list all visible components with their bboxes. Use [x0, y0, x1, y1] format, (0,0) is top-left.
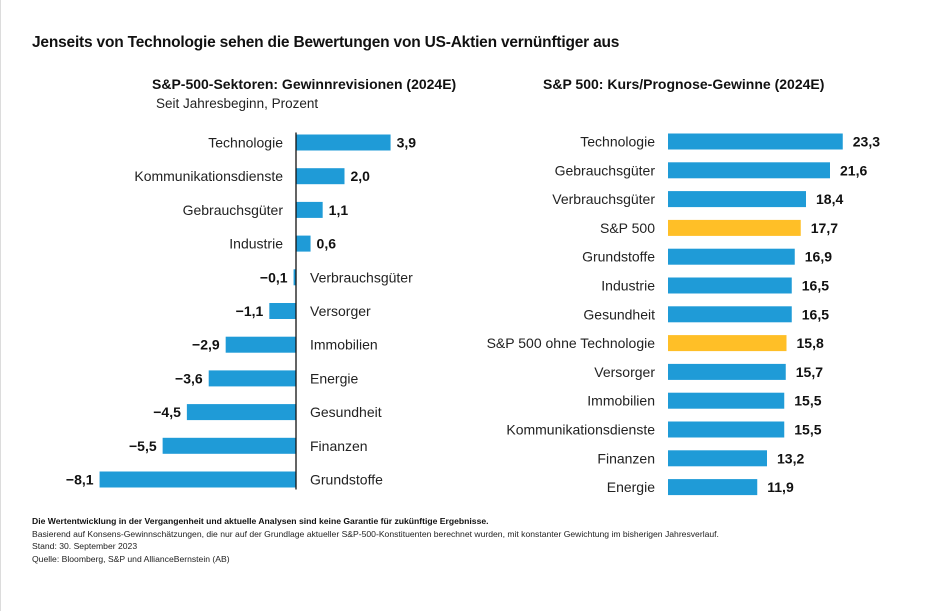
bar-versorger: [269, 303, 296, 319]
category-label-grundstoffe: Grundstoffe: [310, 472, 383, 488]
value-label-verbrauchsgüter: −0,1: [260, 269, 288, 285]
value-label-sandp-500-ohne-technologie: 15,8: [797, 335, 824, 351]
bar-industrie: [296, 235, 311, 252]
value-label-gebrauchsgüter: 21,6: [840, 162, 867, 178]
category-label-industrie: Industrie: [229, 236, 283, 252]
category-label-immobilien: Immobilien: [310, 337, 378, 353]
category-label-gesundheit: Gesundheit: [310, 404, 382, 420]
value-label-finanzen: −5,5: [129, 438, 157, 454]
value-label-energie: 11,9: [767, 479, 794, 495]
category-label-immobilien: Immobilien: [587, 393, 655, 409]
category-label-energie: Energie: [310, 370, 358, 386]
value-label-energie: −3,6: [175, 370, 203, 386]
bar-sandp-500-ohne-technologie: [668, 335, 787, 352]
category-label-energie: Energie: [607, 479, 655, 495]
bar-versorger: [668, 363, 786, 380]
category-label-gesundheit: Gesundheit: [583, 306, 655, 322]
bar-energie: [208, 370, 296, 387]
bar-kommunikationsdienste: [296, 168, 345, 185]
bar-gesundheit: [668, 306, 792, 323]
footnote-date: Stand: 30. September 2023: [32, 541, 138, 552]
bar-verbrauchsgüter: [668, 191, 806, 208]
bar-grundstoffe: [99, 471, 296, 488]
category-label-kommunikationsdienste: Kommunikationsdienste: [506, 422, 655, 438]
bar-sandp-500: [668, 219, 801, 236]
bar-kommunikationsdienste: [668, 421, 785, 438]
category-label-finanzen: Finanzen: [310, 438, 368, 454]
bar-grundstoffe: [668, 248, 795, 265]
footnotes: Die Wertentwicklung in der Vergangenheit…: [32, 515, 719, 565]
value-label-technologie: 23,3: [853, 134, 880, 150]
bar-gebrauchsgüter: [296, 201, 323, 218]
category-label-verbrauchsgüter: Verbrauchsgüter: [310, 269, 413, 285]
footnote-source: Quelle: Bloomberg, S&P und AllianceBerns…: [32, 553, 230, 564]
bar-immobilien: [668, 392, 785, 409]
category-label-industrie: Industrie: [601, 278, 655, 294]
value-label-industrie: 16,5: [802, 278, 829, 294]
category-label-technologie: Technologie: [208, 135, 283, 151]
bar-finanzen: [668, 450, 767, 467]
footnote-disclaimer: Die Wertentwicklung in der Vergangenheit…: [32, 516, 489, 526]
value-label-versorger: −1,1: [236, 303, 264, 319]
category-label-gebrauchsgüter: Gebrauchsgüter: [183, 202, 284, 218]
category-label-sandp-500-ohne-technologie: S&P 500 ohne Technologie: [487, 335, 656, 351]
bar-gesundheit: [186, 404, 296, 421]
bar-immobilien: [225, 336, 296, 353]
footnote-basis: Basierend auf Konsens-Gewinnschätzungen,…: [32, 528, 719, 539]
right-chart-plot: Technologie 23,3 Gebrauchsgüter 21,6 Verbrau…: [487, 133, 880, 496]
bar-technologie: [668, 133, 843, 150]
figure-title: Jenseits von Technologie sehen die Bewer…: [32, 34, 620, 51]
bar-energie: [668, 479, 758, 496]
left-chart-subtitle: Seit Jahresbeginn, Prozent: [156, 96, 319, 111]
value-label-sandp-500: 17,7: [811, 220, 838, 236]
value-label-technologie: 3,9: [397, 135, 417, 151]
category-label-versorger: Versorger: [310, 303, 371, 319]
bar-technologie: [296, 134, 391, 151]
bar-finanzen: [162, 437, 296, 454]
value-label-grundstoffe: −8,1: [66, 472, 94, 488]
value-label-gebrauchsgüter: 1,1: [329, 202, 349, 218]
category-label-verbrauchsgüter: Verbrauchsgüter: [552, 191, 655, 207]
category-label-finanzen: Finanzen: [597, 450, 655, 466]
bar-gebrauchsgüter: [668, 162, 830, 179]
left-chart-plot: Technologie 3,9 Kommunikationsdienste 2,0 Ge…: [66, 132, 417, 490]
value-label-kommunikationsdienste: 2,0: [351, 168, 371, 184]
left-chart-title: S&P-500-Sektoren: Gewinnrevisionen (2024…: [152, 76, 457, 92]
category-label-sandp-500: S&P 500: [600, 220, 655, 236]
category-label-grundstoffe: Grundstoffe: [582, 249, 655, 265]
bar-industrie: [668, 277, 792, 294]
category-label-versorger: Versorger: [594, 364, 655, 380]
category-label-gebrauchsgüter: Gebrauchsgüter: [555, 162, 656, 178]
value-label-finanzen: 13,2: [777, 450, 804, 466]
value-label-immobilien: −2,9: [192, 337, 220, 353]
value-label-immobilien: 15,5: [794, 393, 821, 409]
value-label-grundstoffe: 16,9: [805, 249, 832, 265]
value-label-kommunikationsdienste: 15,5: [794, 422, 821, 438]
value-label-verbrauchsgüter: 18,4: [816, 191, 843, 207]
value-label-industrie: 0,6: [317, 236, 337, 252]
bar-verbrauchsgüter: [293, 269, 296, 286]
value-label-gesundheit: 16,5: [802, 306, 829, 322]
value-label-versorger: 15,7: [796, 364, 823, 380]
value-label-gesundheit: −4,5: [153, 404, 181, 420]
category-label-technologie: Technologie: [580, 134, 655, 150]
category-label-kommunikationsdienste: Kommunikationsdienste: [134, 168, 283, 184]
right-chart-title: S&P 500: Kurs/Prognose-Gewinne (2024E): [543, 76, 825, 92]
